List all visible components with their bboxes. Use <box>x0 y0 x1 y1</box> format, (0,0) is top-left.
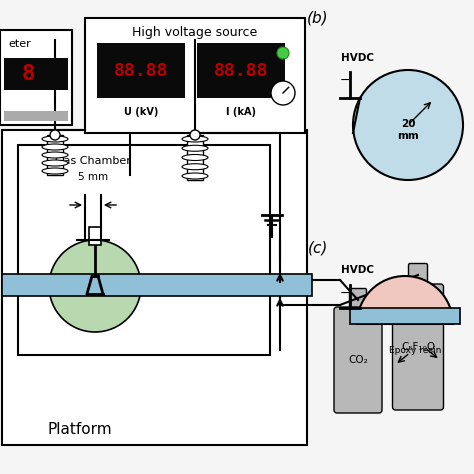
Ellipse shape <box>182 145 208 151</box>
Bar <box>0 30 72 125</box>
Ellipse shape <box>42 160 68 166</box>
Text: Platform: Platform <box>48 422 112 438</box>
Bar <box>18 145 270 355</box>
Circle shape <box>50 130 60 140</box>
Text: Gas Chamber: Gas Chamber <box>55 156 131 166</box>
Text: HVDC: HVDC <box>341 265 374 275</box>
Ellipse shape <box>42 144 68 150</box>
Text: 20
mm: 20 mm <box>397 119 419 141</box>
Bar <box>2 274 312 296</box>
Bar <box>2 130 307 445</box>
Ellipse shape <box>182 155 208 161</box>
Text: 8: 8 <box>21 64 35 84</box>
Bar <box>47 135 63 175</box>
FancyBboxPatch shape <box>334 307 382 413</box>
Circle shape <box>271 81 295 105</box>
Text: HVDC: HVDC <box>341 53 374 63</box>
Text: 88.88: 88.88 <box>214 62 268 80</box>
Ellipse shape <box>42 136 68 142</box>
Text: −: − <box>340 73 350 86</box>
Circle shape <box>353 70 463 180</box>
Ellipse shape <box>182 164 208 170</box>
Text: −: − <box>340 286 350 300</box>
Bar <box>89 227 101 245</box>
Text: CO₂: CO₂ <box>348 355 368 365</box>
Bar <box>97 43 185 98</box>
Text: eter: eter <box>9 39 31 49</box>
Bar <box>4 58 68 90</box>
Bar <box>350 308 460 324</box>
Text: (c): (c) <box>308 240 328 255</box>
Ellipse shape <box>42 168 68 174</box>
Bar <box>85 18 305 133</box>
Text: High voltage source: High voltage source <box>132 26 258 38</box>
Ellipse shape <box>42 152 68 158</box>
Text: 88.88: 88.88 <box>114 62 168 80</box>
Text: 5 mm: 5 mm <box>78 172 108 182</box>
FancyBboxPatch shape <box>349 289 366 311</box>
Text: Epoxy resin: Epoxy resin <box>389 346 441 355</box>
Circle shape <box>277 47 289 59</box>
Bar <box>197 43 285 98</box>
Text: U (kV): U (kV) <box>124 107 158 117</box>
Text: C₅F₁₀O: C₅F₁₀O <box>401 342 435 352</box>
Bar <box>187 135 203 180</box>
Circle shape <box>190 130 200 140</box>
Text: I (kA): I (kA) <box>226 107 256 117</box>
Bar <box>4 111 68 121</box>
Wedge shape <box>357 276 453 324</box>
FancyBboxPatch shape <box>409 264 428 289</box>
Ellipse shape <box>182 173 208 179</box>
FancyBboxPatch shape <box>392 284 444 410</box>
Ellipse shape <box>182 136 208 142</box>
Circle shape <box>49 240 141 332</box>
Text: (b): (b) <box>307 10 329 26</box>
